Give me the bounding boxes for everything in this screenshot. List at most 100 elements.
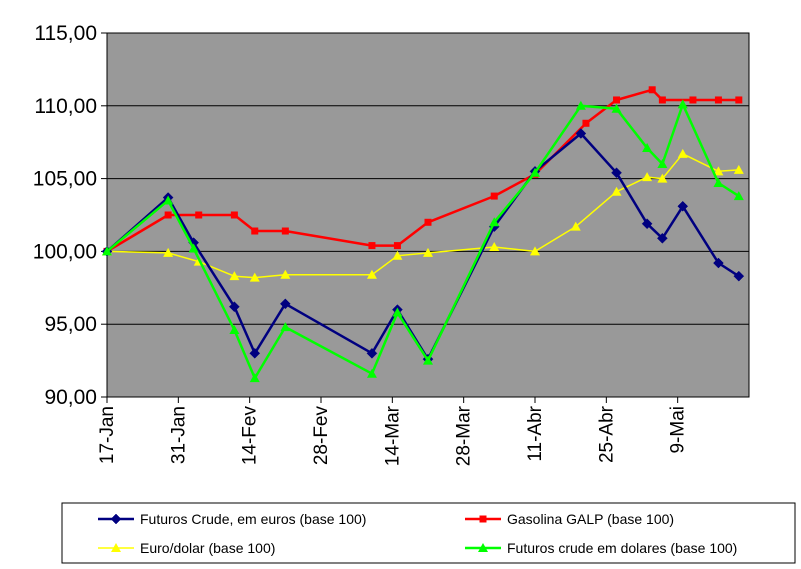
- x-tick-label: 28-Mar: [454, 405, 475, 466]
- data-point: [423, 355, 433, 365]
- data-point: [249, 373, 260, 383]
- data-point: [713, 166, 724, 176]
- data-point: [575, 100, 586, 110]
- data-point: [188, 243, 199, 253]
- y-axis: 90,00 95,00 100,00 105,00 110,00 115,00: [33, 22, 107, 409]
- data-point: [424, 218, 432, 226]
- x-tick-label: 14-Mar: [382, 405, 403, 466]
- data-point: [575, 128, 587, 139]
- data-point: [570, 221, 581, 231]
- data-point: [733, 164, 744, 174]
- y-tick-label: 90,00: [44, 386, 97, 409]
- series-4: [102, 99, 744, 383]
- series-3: [102, 148, 744, 282]
- legend-marker: [111, 543, 121, 552]
- y-tick-label: 95,00: [44, 313, 97, 336]
- data-point: [393, 242, 401, 250]
- data-point: [229, 301, 240, 313]
- data-point: [677, 148, 688, 158]
- data-point: [657, 173, 668, 183]
- data-point: [733, 270, 745, 282]
- data-point: [249, 347, 261, 359]
- series-layer: [101, 86, 745, 383]
- data-point: [611, 103, 622, 113]
- x-tick-label: 9-Mai: [668, 406, 689, 454]
- data-point: [713, 257, 724, 269]
- x-tick-label: 28-Fev: [311, 406, 332, 466]
- legend-box: [61, 502, 796, 564]
- series-line: [106, 153, 739, 279]
- data-point: [279, 298, 291, 310]
- data-point: [677, 200, 689, 212]
- data-point: [530, 167, 540, 177]
- data-point: [677, 99, 688, 109]
- data-point: [530, 246, 540, 256]
- legend-label: Futuros Crude, em euros (base 100): [140, 511, 366, 527]
- x-tick-label: 31-Jan: [168, 406, 189, 464]
- data-point: [714, 96, 722, 104]
- data-point: [648, 86, 656, 94]
- x-axis: 17-Jan 31-Jan 14-Fev 28-Fev 14-Mar 28-Mar 11-A…: [97, 397, 689, 466]
- data-point: [280, 269, 291, 279]
- data-point: [582, 119, 590, 127]
- data-point: [366, 347, 378, 359]
- data-point: [490, 192, 498, 200]
- x-tick-label: 25-Abr: [596, 405, 617, 463]
- data-point: [733, 191, 744, 201]
- data-point: [489, 217, 500, 227]
- legend-item: Futuros Crude, em euros (base 100): [98, 511, 366, 527]
- data-point: [689, 96, 697, 104]
- data-point: [280, 322, 291, 332]
- data-point: [163, 195, 174, 205]
- data-point: [164, 211, 172, 219]
- data-point: [251, 227, 259, 235]
- y-tick-label: 110,00: [34, 95, 97, 118]
- data-point: [658, 96, 666, 104]
- y-tick-label: 105,00: [33, 168, 97, 191]
- data-point: [229, 271, 240, 281]
- data-point: [642, 172, 653, 182]
- series-line: [106, 88, 739, 253]
- legend-label: Euro/dolar (base 100): [140, 540, 275, 556]
- legend-marker: [110, 513, 122, 525]
- y-tick-label: 100,00: [33, 240, 97, 263]
- legend: Futuros Crude, em euros (base 100) Gasoli…: [61, 502, 796, 564]
- data-point: [611, 186, 622, 196]
- series-2: [103, 86, 743, 255]
- y-tick-label: 115,00: [34, 22, 97, 45]
- data-point: [281, 227, 289, 235]
- data-point: [230, 211, 238, 219]
- legend-marker: [479, 515, 487, 523]
- data-point: [368, 242, 376, 250]
- data-point: [392, 250, 403, 260]
- legend-item: Euro/dolar (base 100): [98, 540, 275, 556]
- data-point: [249, 272, 260, 282]
- data-point: [657, 159, 668, 169]
- data-point: [229, 325, 240, 335]
- legend-item: Futuros crude em dolares (base 100): [465, 540, 737, 556]
- legend-label: Futuros crude em dolares (base 100): [507, 540, 737, 556]
- data-point: [163, 247, 174, 257]
- data-point: [102, 246, 112, 256]
- data-point: [366, 269, 377, 279]
- data-point: [613, 96, 621, 104]
- legend-label: Gasolina GALP (base 100): [507, 511, 674, 527]
- legend-marker: [478, 543, 488, 552]
- data-point: [735, 96, 743, 104]
- series-line: [106, 103, 740, 380]
- data-point: [392, 307, 403, 317]
- legend-item: Gasolina GALP (base 100): [465, 511, 674, 527]
- x-tick-label: 11-Abr: [525, 405, 546, 461]
- data-point: [657, 232, 668, 244]
- data-point: [423, 247, 433, 257]
- data-point: [611, 167, 622, 179]
- data-point: [366, 368, 377, 378]
- data-point: [642, 143, 653, 153]
- data-point: [195, 211, 203, 219]
- data-point: [489, 242, 500, 252]
- x-tick-label: 17-Jan: [97, 406, 118, 464]
- data-point: [641, 218, 653, 230]
- x-tick-label: 14-Fev: [240, 406, 261, 466]
- data-point: [713, 177, 724, 187]
